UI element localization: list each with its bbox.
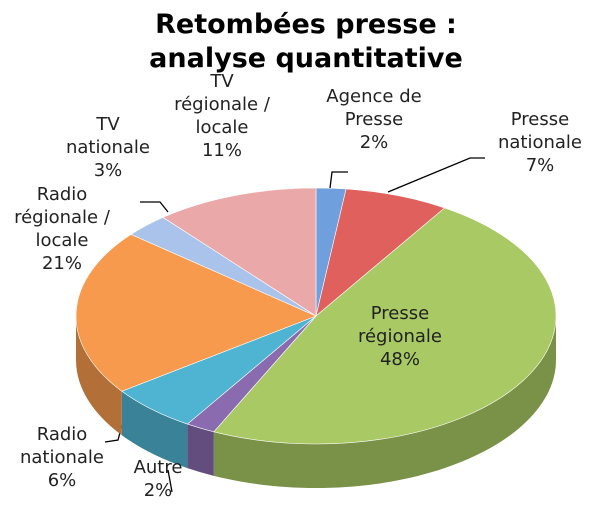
slice-value: 21% — [41, 253, 82, 274]
slice-name: Presse nationale — [497, 109, 583, 153]
slice — [162, 187, 317, 317]
leader-line — [140, 201, 169, 213]
slice — [213, 207, 557, 445]
slice-label: Radio nationale 6% — [7, 423, 117, 492]
slice-label: TV nationale 3% — [58, 113, 158, 182]
slice — [315, 188, 446, 317]
slice-name: Presse régionale — [357, 303, 443, 347]
slice-value: 2% — [143, 480, 173, 501]
slice-name: Autre — [133, 457, 183, 478]
slice-label: Radio régionale / locale 21% — [7, 183, 117, 275]
slice-name: Agence de Presse — [326, 86, 422, 130]
leader-line — [387, 157, 485, 193]
slice-label: Presse nationale 7% — [490, 108, 590, 177]
pie-sides — [76, 316, 556, 488]
slice-value: 11% — [201, 140, 242, 161]
slice-label: Presse régionale 48% — [330, 302, 470, 371]
chart-title: Retombées presse : analyse quantitative — [149, 9, 463, 74]
slice-name: TV régionale / locale — [174, 71, 270, 138]
slice-side — [187, 424, 214, 476]
slice-name: Radio régionale / locale — [14, 184, 110, 251]
leader-line — [329, 171, 348, 189]
slice-side — [121, 391, 188, 469]
slice — [75, 234, 317, 392]
leader-lines — [104, 157, 485, 493]
slice-name: TV nationale — [65, 114, 151, 158]
slice-side — [213, 316, 556, 488]
slice-value: 3% — [93, 160, 123, 181]
slice-side — [76, 316, 122, 436]
slice-value: 2% — [359, 132, 389, 153]
slice-value: 48% — [379, 349, 420, 370]
pie-tops — [75, 187, 557, 445]
slice-label: TV régionale / locale 11% — [167, 70, 277, 162]
leader-line — [167, 469, 173, 493]
slice-name: Radio nationale — [19, 424, 105, 468]
slice-value: 6% — [47, 470, 77, 491]
slice-label: Autre 2% — [118, 456, 198, 502]
slice-value: 7% — [525, 155, 555, 176]
slice-label: Agence de Presse 2% — [324, 85, 424, 154]
